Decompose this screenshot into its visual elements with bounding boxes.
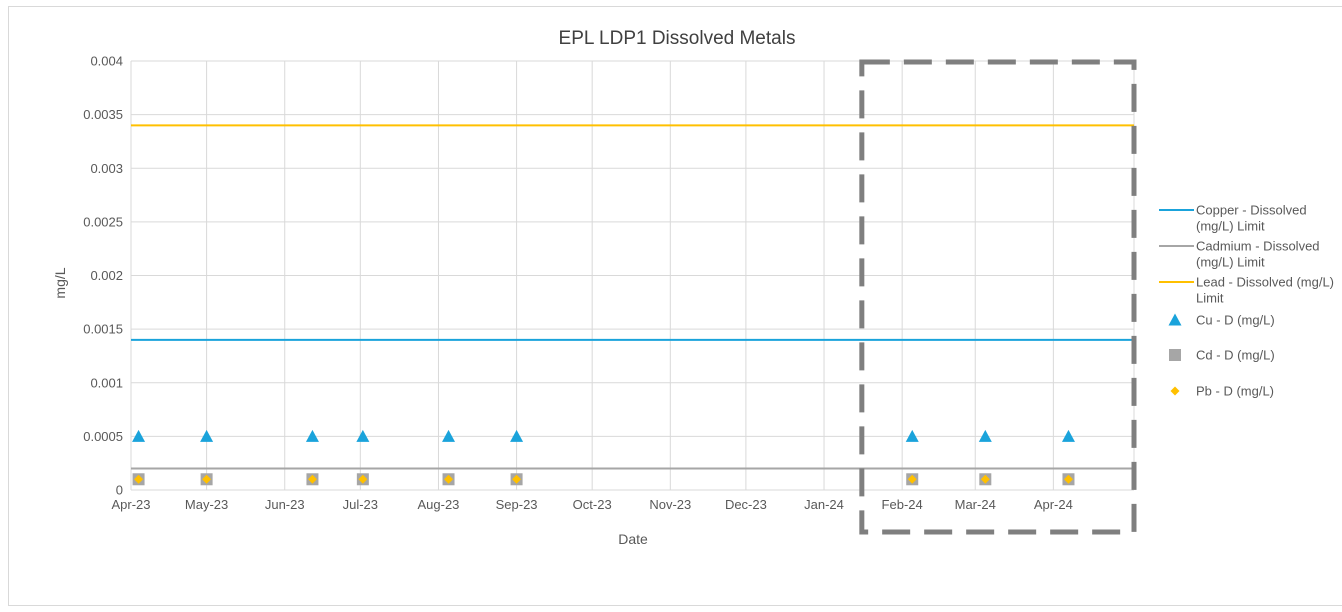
data-point bbox=[307, 474, 317, 484]
x-axis-label: Date bbox=[618, 531, 648, 547]
x-axis-ticks: Apr-23 May-23 Jun-23 Jul-23 Aug-23 Sep-23 Oct-… bbox=[111, 497, 1072, 512]
y-tick-label: 0.003 bbox=[90, 161, 123, 176]
data-point bbox=[442, 429, 456, 442]
data-point bbox=[305, 429, 319, 442]
chart-title: EPL LDP1 Dissolved Metals bbox=[559, 28, 796, 49]
x-tick-label: Apr-23 bbox=[111, 497, 150, 512]
data-point bbox=[200, 429, 214, 442]
y-tick-label: 0.0015 bbox=[83, 322, 123, 337]
legend-label: (mg/L) Limit bbox=[1196, 255, 1265, 270]
dashed-highlight-box bbox=[859, 59, 1137, 535]
legend-label: Lead - Dissolved (mg/L) bbox=[1196, 275, 1334, 290]
legend-label: Pb - D (mg/L) bbox=[1196, 384, 1274, 399]
legend-label: (mg/L) Limit bbox=[1196, 219, 1265, 234]
data-point bbox=[907, 474, 917, 484]
y-tick-label: 0.0035 bbox=[83, 107, 123, 122]
y-axis-ticks: 0 0.0005 0.001 0.0015 0.002 0.0025 0.003 0.0035… bbox=[83, 54, 123, 498]
x-tick-label: Mar-24 bbox=[955, 497, 996, 512]
x-tick-label: May-23 bbox=[185, 497, 228, 512]
legend-label: Cadmium - Dissolved bbox=[1196, 239, 1320, 254]
data-point bbox=[134, 474, 144, 484]
x-tick-label: Feb-24 bbox=[882, 497, 923, 512]
data-point bbox=[905, 429, 919, 442]
y-tick-label: 0.001 bbox=[90, 375, 123, 390]
chart-frame: EPL LDP1 Dissolved Metals 0 0.0005 0.001 0.… bbox=[8, 6, 1342, 606]
chart: EPL LDP1 Dissolved Metals 0 0.0005 0.001 0.… bbox=[52, 28, 1334, 547]
x-tick-label: Sep-23 bbox=[496, 497, 538, 512]
y-tick-label: 0 bbox=[116, 483, 123, 498]
x-tick-label: Aug-23 bbox=[417, 497, 459, 512]
grid bbox=[130, 60, 1135, 491]
data-point bbox=[510, 429, 524, 442]
limit-lines bbox=[131, 124, 1134, 470]
legend-label: Cu - D (mg/L) bbox=[1196, 313, 1275, 328]
y-tick-label: 0.0025 bbox=[83, 214, 123, 229]
data-point bbox=[1063, 474, 1073, 484]
data-point bbox=[202, 474, 212, 484]
legend-marker-swatch bbox=[1169, 349, 1181, 361]
x-tick-label: Dec-23 bbox=[725, 497, 767, 512]
data-point bbox=[978, 429, 992, 442]
y-tick-label: 0.002 bbox=[90, 268, 123, 283]
y-tick-label: 0.004 bbox=[90, 54, 123, 69]
data-point bbox=[980, 474, 990, 484]
data-point bbox=[1061, 429, 1075, 442]
data-point bbox=[358, 474, 368, 484]
x-tick-label: Jan-24 bbox=[804, 497, 844, 512]
x-tick-label: Nov-23 bbox=[649, 497, 691, 512]
x-tick-label: Apr-24 bbox=[1034, 497, 1073, 512]
data-point bbox=[512, 474, 522, 484]
x-tick-label: Oct-23 bbox=[573, 497, 612, 512]
x-tick-label: Jul-23 bbox=[343, 497, 378, 512]
y-tick-label: 0.0005 bbox=[83, 429, 123, 444]
annotations bbox=[859, 59, 1137, 535]
legend-label: Cd - D (mg/L) bbox=[1196, 348, 1275, 363]
x-tick-label: Jun-23 bbox=[265, 497, 305, 512]
data-points bbox=[132, 429, 1075, 486]
y-axis-label: mg/L bbox=[52, 267, 68, 298]
data-point bbox=[132, 429, 146, 442]
legend-marker-swatch bbox=[1170, 386, 1180, 396]
legend-marker-swatch bbox=[1168, 313, 1182, 326]
legend-label: Limit bbox=[1196, 291, 1224, 306]
legend-label: Copper - Dissolved bbox=[1196, 203, 1307, 218]
data-point bbox=[356, 429, 370, 442]
data-point bbox=[444, 474, 454, 484]
